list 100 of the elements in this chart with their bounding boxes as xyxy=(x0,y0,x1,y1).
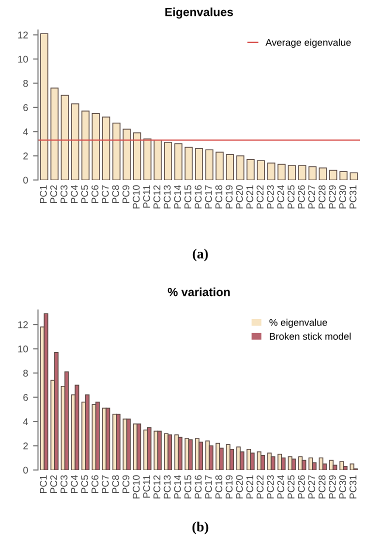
bar xyxy=(40,33,48,180)
x-tick-label: PC15 xyxy=(184,475,192,498)
bar xyxy=(106,408,110,470)
x-tick-label: PC8 xyxy=(112,475,120,493)
bar xyxy=(339,171,348,180)
x-tick-label: PC15 xyxy=(184,185,192,208)
x-tick-label: PC12 xyxy=(153,185,160,208)
x-tick-label: PC22 xyxy=(256,185,264,208)
y-tick-label: 10 xyxy=(18,346,28,352)
bar xyxy=(85,394,90,470)
bar xyxy=(226,154,234,180)
x-tick-label: PC30 xyxy=(339,475,346,498)
bar xyxy=(126,418,131,470)
x-tick-label: PC6 xyxy=(92,185,98,203)
bar xyxy=(122,418,128,470)
bar xyxy=(250,452,255,470)
x-tick-label: PC29 xyxy=(328,185,336,208)
x-tick-label: PC10 xyxy=(132,475,140,498)
y-tick-label: 4 xyxy=(23,418,28,426)
x-tick-label: PC4 xyxy=(70,475,78,493)
x-tick-label: PC20 xyxy=(236,475,243,498)
bar xyxy=(102,116,110,180)
bar xyxy=(339,461,344,470)
x-tick-label: PC28 xyxy=(318,185,326,208)
bar xyxy=(64,371,69,470)
x-tick-label: PC13 xyxy=(164,185,171,208)
bar xyxy=(133,132,142,180)
bar xyxy=(116,414,120,470)
x-tick-label: PC31 xyxy=(350,185,356,208)
bar xyxy=(256,160,265,180)
bar xyxy=(154,430,158,470)
bar xyxy=(122,128,131,180)
x-tick-label: PC21 xyxy=(246,185,254,208)
bar xyxy=(168,434,172,470)
bar xyxy=(318,457,324,470)
bar xyxy=(278,164,286,180)
x-tick-label: PC21 xyxy=(246,475,254,498)
x-tick-label: PC12 xyxy=(153,475,160,498)
x-tick-label: PC25 xyxy=(288,475,294,498)
x-tick-label: PC29 xyxy=(328,475,336,498)
x-tick-label: PC11 xyxy=(143,185,150,208)
bar xyxy=(329,460,334,470)
text: (a) xyxy=(192,248,208,262)
bar xyxy=(205,149,214,180)
x-tick-label: PC24 xyxy=(277,475,284,498)
y-tick-label: 2 xyxy=(23,152,28,160)
bar xyxy=(302,460,306,470)
bar xyxy=(60,94,69,180)
y-tick-label: 6 xyxy=(23,394,28,401)
bar xyxy=(288,165,296,180)
bar xyxy=(260,455,265,470)
bar xyxy=(298,165,306,180)
x-tick-label: PC13 xyxy=(164,475,171,498)
y-tick-label: 12 xyxy=(18,321,28,328)
x-tick-label: PC25 xyxy=(288,185,294,208)
bar xyxy=(54,352,59,470)
x-tick-label: PC5 xyxy=(81,185,88,203)
bar xyxy=(246,159,255,180)
legend-label: % eigenvalue xyxy=(269,318,328,328)
legend-label: Average eigenvalue xyxy=(266,38,351,48)
bar xyxy=(92,113,100,180)
x-tick-label: PC30 xyxy=(339,185,346,208)
bar xyxy=(318,167,327,180)
bar xyxy=(136,424,142,470)
x-tick-label: PC20 xyxy=(236,185,243,208)
bar xyxy=(154,140,162,180)
x-tick-label: PC26 xyxy=(298,475,305,498)
bar xyxy=(281,457,286,470)
x-tick-label: PC19 xyxy=(226,185,233,208)
bar xyxy=(267,452,272,470)
x-tick-label: PC24 xyxy=(277,185,284,208)
y-tick-label: 12 xyxy=(18,32,28,38)
bar xyxy=(308,166,317,180)
x-tick-label: PC23 xyxy=(266,185,274,208)
x-tick-label: PC3 xyxy=(60,185,68,203)
bar xyxy=(143,138,152,180)
bar xyxy=(112,122,120,180)
x-tick-label: PC7 xyxy=(102,185,109,203)
y-tick-label: 0 xyxy=(23,466,28,474)
x-tick-label: PC2 xyxy=(50,185,58,203)
y-tick-label: 6 xyxy=(23,104,28,112)
y-tick-label: 8 xyxy=(23,370,28,377)
x-tick-label: PC3 xyxy=(60,475,68,493)
x-tick-label: PC11 xyxy=(143,475,150,498)
bar xyxy=(174,143,182,180)
x-tick-label: PC8 xyxy=(112,185,120,203)
bar xyxy=(267,162,276,180)
x-tick-label: PC17 xyxy=(205,185,212,208)
y-tick-label: 2 xyxy=(23,442,28,450)
bar xyxy=(291,458,296,470)
y-tick-label: 10 xyxy=(18,56,28,63)
x-tick-label: PC6 xyxy=(92,475,98,493)
y-tick-label: 4 xyxy=(23,128,28,136)
bar xyxy=(74,384,80,470)
x-tick-label: PC1 xyxy=(40,475,47,493)
x-tick-label: PC18 xyxy=(215,185,222,208)
x-tick-label: PC2 xyxy=(50,475,58,493)
x-tick-label: PC14 xyxy=(174,185,181,208)
bar xyxy=(188,439,193,470)
bar xyxy=(184,146,193,180)
